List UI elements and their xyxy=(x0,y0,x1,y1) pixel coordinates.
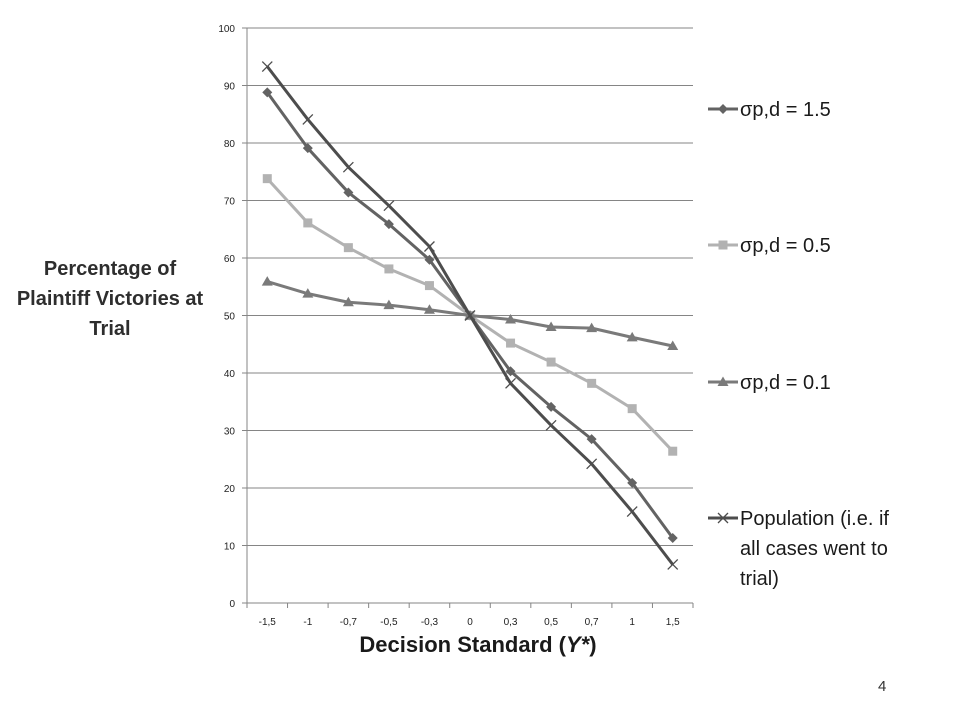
data-point xyxy=(505,366,516,377)
data-point xyxy=(626,331,638,342)
page-number: 4 xyxy=(878,678,887,695)
y-tick-label: 60 xyxy=(224,254,236,265)
legend-item-4: Population (i.e. if all cases went to tria… xyxy=(708,508,889,590)
y-tick-label: 100 xyxy=(218,24,235,35)
data-point xyxy=(343,187,354,198)
data-point xyxy=(303,218,313,228)
y-tick-label: 40 xyxy=(224,369,236,380)
data-point xyxy=(545,419,557,431)
data-point xyxy=(505,314,517,324)
data-point xyxy=(505,377,517,389)
legend-marker xyxy=(717,376,729,386)
y-tick-label: 90 xyxy=(224,82,236,93)
legend-marker xyxy=(718,240,728,250)
data-point xyxy=(506,338,516,348)
data-point xyxy=(342,296,354,307)
data-point xyxy=(668,446,678,456)
y-tick-label: 80 xyxy=(224,139,236,150)
y-tick-label: 10 xyxy=(224,542,236,553)
data-point xyxy=(424,281,434,291)
data-point xyxy=(302,113,314,125)
x-axis-title-main: Decision Standard ( xyxy=(359,632,566,657)
data-point xyxy=(586,458,598,470)
legend-item-1: σp,d = 1.5 xyxy=(708,99,831,121)
legend-item-3: σp,d = 0.1 xyxy=(708,372,831,394)
data-point xyxy=(627,404,637,414)
legend-item-2: σp,d = 0.5 xyxy=(708,235,831,257)
data-point xyxy=(667,559,679,570)
x-axis-title-variable: Y* xyxy=(566,632,590,657)
legend-label: all cases went to xyxy=(740,538,888,560)
legend-label: σp,d = 1.5 xyxy=(740,99,831,121)
data-point xyxy=(667,533,678,544)
x-tick-label: 1,5 xyxy=(666,617,680,628)
data-point xyxy=(262,87,273,98)
data-point xyxy=(342,161,354,173)
x-axis-title: Decision Standard (Y*) xyxy=(268,632,688,658)
data-point xyxy=(262,174,272,184)
x-tick-label: -0,5 xyxy=(380,617,398,628)
x-tick-label: -0,3 xyxy=(421,617,439,628)
data-point xyxy=(546,357,556,367)
data-point xyxy=(383,299,395,310)
legend-label: σp,d = 0.5 xyxy=(740,235,831,257)
data-point xyxy=(302,288,314,298)
data-point xyxy=(464,310,476,321)
y-tick-label: 20 xyxy=(224,484,236,495)
x-tick-label: -1,5 xyxy=(259,617,277,628)
data-point xyxy=(383,200,395,212)
data-point xyxy=(424,254,435,265)
legend-label: Population (i.e. if xyxy=(740,508,889,530)
x-axis-title-end: ) xyxy=(589,632,597,657)
data-point xyxy=(545,321,557,331)
x-tick-label: 0 xyxy=(467,617,473,628)
data-point xyxy=(627,477,638,488)
x-tick-label: 1 xyxy=(629,617,635,628)
x-tick-label: 0,3 xyxy=(504,617,518,628)
data-point xyxy=(343,243,353,253)
data-point xyxy=(423,241,435,252)
series-group xyxy=(261,61,679,570)
data-point xyxy=(423,304,435,314)
data-point xyxy=(587,378,597,388)
y-axis-title: Percentage of Plaintiff Victories at Tri… xyxy=(16,258,204,340)
data-point xyxy=(586,322,598,333)
data-point xyxy=(626,506,638,518)
data-point xyxy=(586,434,597,445)
x-tick-label: 0,7 xyxy=(585,617,599,628)
data-point xyxy=(546,401,557,412)
data-point xyxy=(384,264,394,274)
legend: σp,d = 1.5 σp,d = 0.5 σp,d = 0.1 Population… xyxy=(708,99,889,590)
legend-marker xyxy=(718,104,728,114)
y-tick-label: 70 xyxy=(224,197,236,208)
data-point xyxy=(261,61,273,72)
series-4 xyxy=(261,61,679,570)
x-tick-label: 0,5 xyxy=(544,617,558,628)
y-tick-label: 30 xyxy=(224,427,236,438)
legend-label: σp,d = 0.1 xyxy=(740,372,831,394)
data-point xyxy=(302,143,313,154)
y-tick-label: 50 xyxy=(224,312,236,323)
y-tick-label: 0 xyxy=(229,599,235,610)
legend-marker xyxy=(717,512,729,524)
legend-label: trial) xyxy=(740,568,779,590)
data-point xyxy=(383,219,394,230)
x-tick-label: -0,7 xyxy=(340,617,358,628)
data-point xyxy=(261,276,273,286)
x-tick-label: -1 xyxy=(303,617,312,628)
data-point xyxy=(667,340,679,350)
